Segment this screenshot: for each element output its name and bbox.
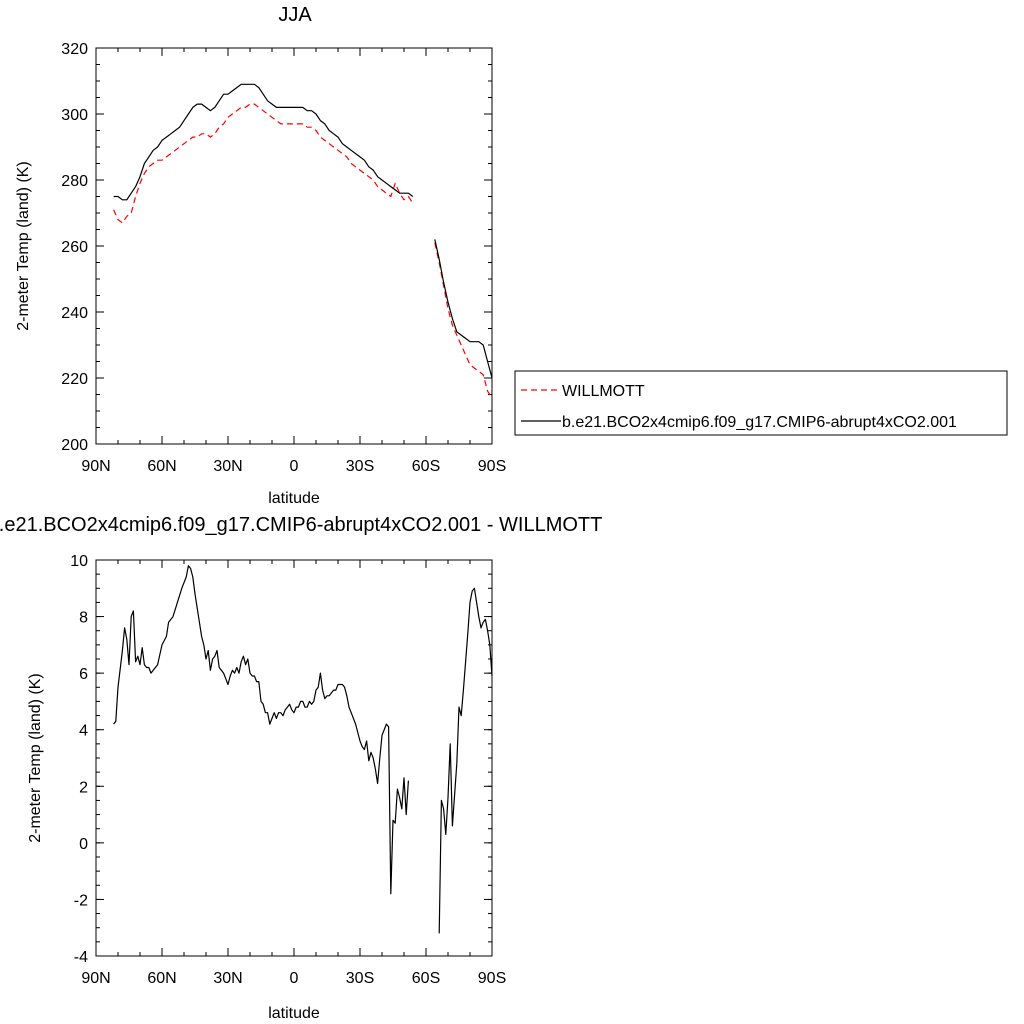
legend: WILLMOTT b.e21.BCO2x4cmip6.f09_g17.CMIP6… bbox=[514, 370, 1008, 436]
x-tick-label: 30S bbox=[346, 970, 374, 987]
y-tick-label: 220 bbox=[61, 371, 88, 388]
x-tick-label: 90S bbox=[478, 970, 506, 987]
model-series-line bbox=[113, 83, 414, 201]
top-chart-title: JJA bbox=[278, 4, 312, 26]
difference-series-line bbox=[438, 587, 493, 934]
legend-box bbox=[514, 370, 1008, 436]
bottom-y-axis-label: 2-meter Temp (land) (K) bbox=[27, 673, 44, 843]
y-tick-label: 260 bbox=[61, 239, 88, 256]
x-tick-label: 0 bbox=[290, 458, 299, 475]
x-tick-label: 30N bbox=[213, 970, 242, 987]
y-tick-label: 10 bbox=[70, 553, 88, 570]
bottom-plot-frame bbox=[95, 559, 493, 957]
legend-label-willmott: WILLMOTT bbox=[562, 383, 645, 400]
top-x-axis-label: latitude bbox=[268, 490, 320, 507]
bottom-panel: b.e21.BCO2x4cmip6.f09_g17.CMIP6-abrupt4x… bbox=[0, 514, 602, 1022]
model-series-line bbox=[434, 239, 493, 379]
x-tick-label: 60N bbox=[147, 970, 176, 987]
x-tick-label: 0 bbox=[290, 970, 299, 987]
y-tick-label: 4 bbox=[79, 723, 88, 740]
x-tick-label: 90N bbox=[81, 458, 110, 475]
x-tick-label: 90S bbox=[478, 458, 506, 475]
bottom-x-axis-label: latitude bbox=[268, 1005, 320, 1022]
top-panel: JJA 90N 60N 30N 0 30S 60S 90S 200 220 240 260 280 3… bbox=[15, 4, 1008, 507]
y-tick-label: 280 bbox=[61, 173, 88, 190]
y-tick-label: -2 bbox=[74, 892, 88, 909]
x-tick-label: 60N bbox=[147, 458, 176, 475]
y-tick-label: 2 bbox=[79, 779, 88, 796]
bottom-x-ticks: 90N 60N 30N 0 30S 60S 90S bbox=[81, 560, 506, 987]
x-tick-label: 30S bbox=[346, 458, 374, 475]
bottom-chart-title: b.e21.BCO2x4cmip6.f09_g17.CMIP6-abrupt4x… bbox=[0, 514, 602, 536]
y-tick-label: 0 bbox=[79, 836, 88, 853]
top-series-lines bbox=[113, 83, 493, 399]
bottom-series-lines bbox=[113, 565, 493, 934]
x-tick-label: 90N bbox=[81, 970, 110, 987]
y-tick-label: 300 bbox=[61, 107, 88, 124]
willmott-series-line bbox=[434, 242, 493, 399]
y-tick-label: 6 bbox=[79, 666, 88, 683]
top-y-ticks: 200 220 240 260 280 300 320 bbox=[61, 41, 492, 454]
top-x-ticks: 90N 60N 30N 0 30S 60S 90S bbox=[81, 48, 506, 475]
willmott-series-line bbox=[113, 103, 414, 224]
bottom-y-ticks: -4 -2 0 2 4 6 8 10 bbox=[70, 553, 492, 966]
difference-series-line bbox=[113, 565, 409, 895]
y-tick-label: 320 bbox=[61, 41, 88, 58]
x-tick-label: 30N bbox=[213, 458, 242, 475]
y-tick-label: 240 bbox=[61, 305, 88, 322]
y-tick-label: 200 bbox=[61, 437, 88, 454]
y-tick-label: 8 bbox=[79, 610, 88, 627]
y-tick-label: -4 bbox=[74, 949, 88, 966]
x-tick-label: 60S bbox=[412, 458, 440, 475]
top-y-axis-label: 2-meter Temp (land) (K) bbox=[15, 161, 32, 331]
x-tick-label: 60S bbox=[412, 970, 440, 987]
legend-label-model: b.e21.BCO2x4cmip6.f09_g17.CMIP6-abrupt4x… bbox=[562, 414, 957, 431]
